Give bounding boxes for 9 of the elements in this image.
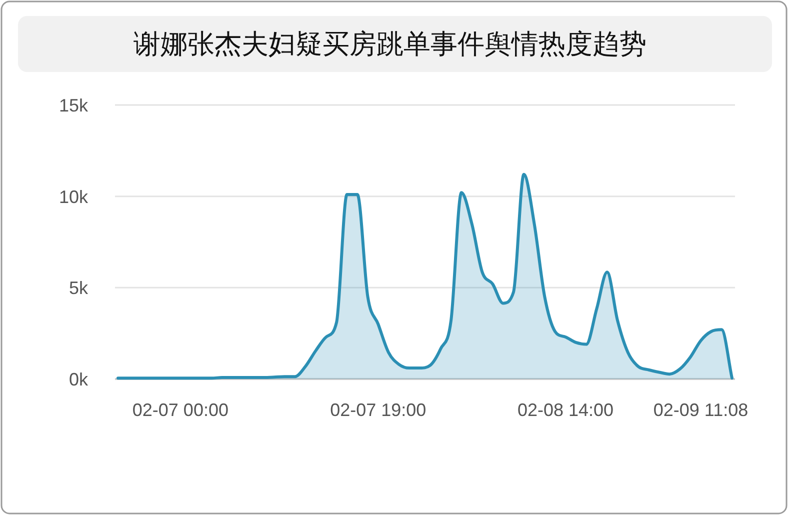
y-tick-label: 15k: [58, 96, 89, 116]
x-tick-label: 02-07 00:00: [132, 400, 228, 420]
y-tick-label: 0k: [68, 370, 89, 390]
y-tick-label: 5k: [68, 278, 89, 298]
x-tick-label: 02-07 19:00: [330, 400, 426, 420]
x-tick-label: 02-08 14:00: [517, 400, 614, 420]
chart-title: 谢娜张杰夫妇疑买房跳单事件舆情热度趋势: [134, 29, 646, 59]
y-tick-label: 10k: [58, 186, 89, 207]
x-tick-label: 02-09 11:08: [653, 400, 748, 420]
